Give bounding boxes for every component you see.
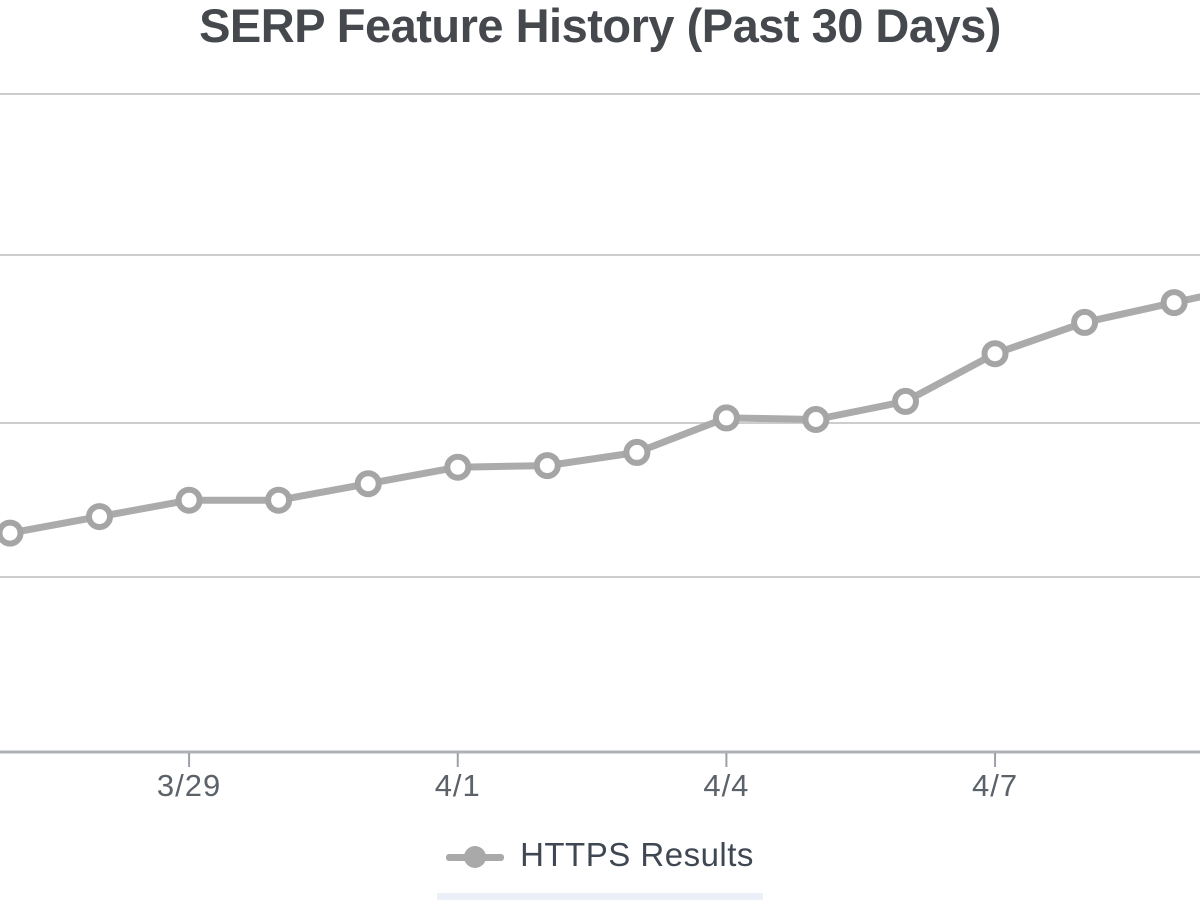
- series-line: [0, 293, 1200, 539]
- data-point-3-29: [175, 486, 203, 514]
- legend-series-label: HTTPS Results: [520, 836, 754, 873]
- data-point-3-30: [265, 486, 293, 514]
- legend: HTTPS Results: [0, 832, 1200, 882]
- data-point-4-2: [533, 452, 561, 480]
- data-point-4-9: [1160, 289, 1188, 317]
- data-point-4-8: [1071, 308, 1099, 336]
- data-point-4-3: [623, 438, 651, 466]
- data-point-4-4: [712, 404, 740, 432]
- data-point-3-31: [354, 470, 382, 498]
- legend-line-marker-icon: [446, 844, 505, 870]
- legend-dot-icon: [464, 846, 487, 868]
- data-point-3-27: [0, 519, 24, 547]
- cropped-bottom-element: [437, 893, 763, 900]
- x-axis-label: 4/7: [971, 768, 1019, 803]
- data-point-4-6: [892, 387, 919, 415]
- x-axis-label: 4/1: [434, 768, 481, 803]
- data-point-4-5: [802, 406, 830, 433]
- chart-title: SERP Feature History (Past 30 Days): [199, 0, 1001, 52]
- x-axis-label: 4/4: [703, 768, 750, 803]
- x-axis-label: 3/29: [156, 768, 222, 803]
- data-point-3-28: [86, 503, 113, 531]
- data-point-4-7: [981, 340, 1009, 368]
- data-point-4-1: [444, 453, 472, 481]
